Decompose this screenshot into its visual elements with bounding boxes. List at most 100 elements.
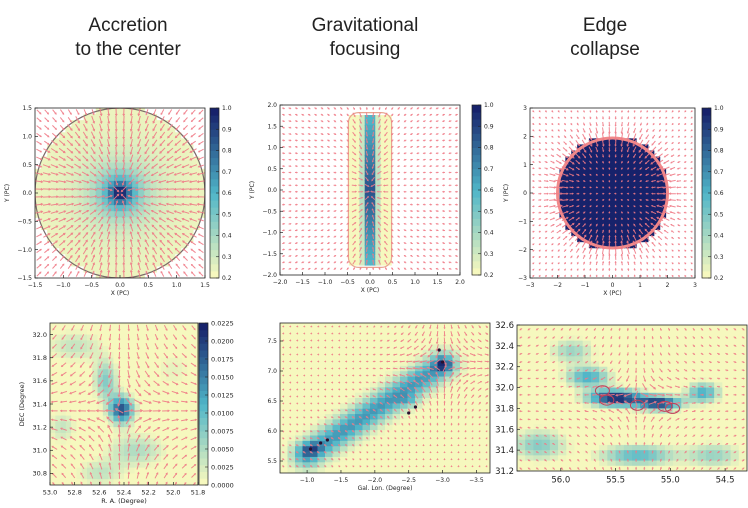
- velocity-arrow: [532, 211, 536, 214]
- velocity-arrow: [320, 165, 324, 168]
- density-cell: [325, 408, 334, 415]
- velocity-arrow: [397, 120, 401, 123]
- density-cell: [155, 375, 162, 382]
- velocity-arrow: [173, 180, 182, 184]
- velocity-arrow: [197, 218, 204, 222]
- density-cell: [340, 398, 349, 404]
- density-cell: [295, 333, 304, 340]
- velocity-arrow: [114, 246, 118, 255]
- velocity-arrow: [127, 342, 131, 351]
- density-cell: [55, 438, 62, 446]
- velocity-arrow: [384, 259, 388, 265]
- velocity-arrow: [583, 192, 586, 195]
- density-cell: [588, 180, 596, 188]
- density-cell: [101, 199, 109, 206]
- density-cell: [280, 387, 289, 394]
- velocity-arrow: [621, 160, 623, 164]
- density-cell: [71, 438, 78, 446]
- density-cell: [594, 150, 602, 158]
- density-cell: [150, 427, 157, 434]
- density-cell: [162, 235, 170, 243]
- velocity-arrow: [639, 160, 643, 164]
- density-cell: [659, 186, 667, 194]
- density-cell: [364, 185, 371, 191]
- density-cell: [71, 479, 78, 485]
- density-cell: [176, 456, 183, 463]
- density-cell: [606, 168, 614, 176]
- density-cell: [87, 427, 93, 434]
- velocity-arrow: [583, 186, 586, 189]
- density-cell: [65, 168, 73, 176]
- density-cell: [138, 162, 145, 170]
- velocity-arrow: [416, 261, 420, 264]
- density-cell: [176, 369, 183, 376]
- velocity-arrow: [78, 390, 86, 395]
- velocity-arrow: [190, 381, 198, 385]
- velocity-arrow: [191, 472, 197, 478]
- velocity-arrow: [144, 131, 150, 140]
- velocity-arrow: [154, 352, 159, 359]
- x-axis-label: X (PC): [111, 290, 130, 297]
- density-cell: [583, 193, 590, 200]
- density-cell: [71, 217, 79, 224]
- density-cell: [355, 376, 364, 383]
- density-cell: [362, 467, 371, 473]
- velocity-arrow: [69, 381, 77, 386]
- density-cell: [186, 144, 194, 152]
- velocity-arrow: [346, 254, 349, 258]
- velocity-arrow: [626, 253, 630, 260]
- density-cell: [630, 180, 637, 188]
- velocity-arrow: [563, 135, 567, 139]
- density-cell: [89, 199, 97, 206]
- density-cell: [375, 205, 382, 211]
- density-cell: [377, 440, 386, 447]
- velocity-arrow: [114, 223, 118, 232]
- density-cell: [129, 363, 136, 370]
- density-cell: [138, 144, 145, 152]
- density-cell: [83, 180, 91, 188]
- density-cell: [362, 440, 371, 447]
- density-cell: [144, 247, 151, 255]
- density-cell: [370, 440, 379, 447]
- density-cell: [377, 408, 386, 415]
- velocity-arrow: [136, 361, 140, 369]
- density-cell: [126, 168, 133, 176]
- plot-area: [280, 105, 460, 275]
- density-cell: [83, 144, 91, 152]
- velocity-arrow: [196, 180, 205, 184]
- velocity-arrow: [181, 225, 190, 230]
- density-cell: [392, 451, 401, 458]
- density-cell: [359, 205, 366, 211]
- density-cell: [359, 160, 366, 166]
- velocity-arrow: [152, 390, 161, 395]
- velocity-arrow: [352, 259, 356, 265]
- velocity-arrow: [416, 210, 420, 213]
- density-cell: [359, 235, 366, 241]
- density-cell: [71, 211, 79, 218]
- velocity-arrow: [664, 236, 669, 240]
- velocity-arrow: [602, 147, 605, 153]
- density-cell: [340, 462, 349, 469]
- velocity-arrow: [640, 274, 643, 278]
- velocity-arrow: [81, 179, 90, 184]
- colorbar-tick-label: 0.3: [714, 254, 724, 261]
- density-cell: [138, 150, 145, 158]
- velocity-arrow: [122, 154, 126, 163]
- density-cell: [97, 456, 104, 463]
- density-cell: [150, 323, 157, 330]
- velocity-arrow: [122, 230, 126, 240]
- density-cell: [87, 456, 93, 463]
- density-cell: [347, 333, 356, 340]
- velocity-arrow: [122, 238, 126, 247]
- density-cell: [295, 349, 304, 356]
- velocity-arrow: [671, 243, 674, 246]
- velocity-arrow: [188, 210, 198, 214]
- density-cell: [310, 355, 319, 362]
- velocity-arrow: [396, 184, 401, 187]
- density-cell: [155, 369, 162, 376]
- velocity-arrow: [117, 397, 121, 407]
- velocity-arrow: [152, 116, 157, 124]
- velocity-arrow: [690, 123, 693, 126]
- density-cell: [415, 408, 424, 415]
- density-cell: [370, 360, 379, 367]
